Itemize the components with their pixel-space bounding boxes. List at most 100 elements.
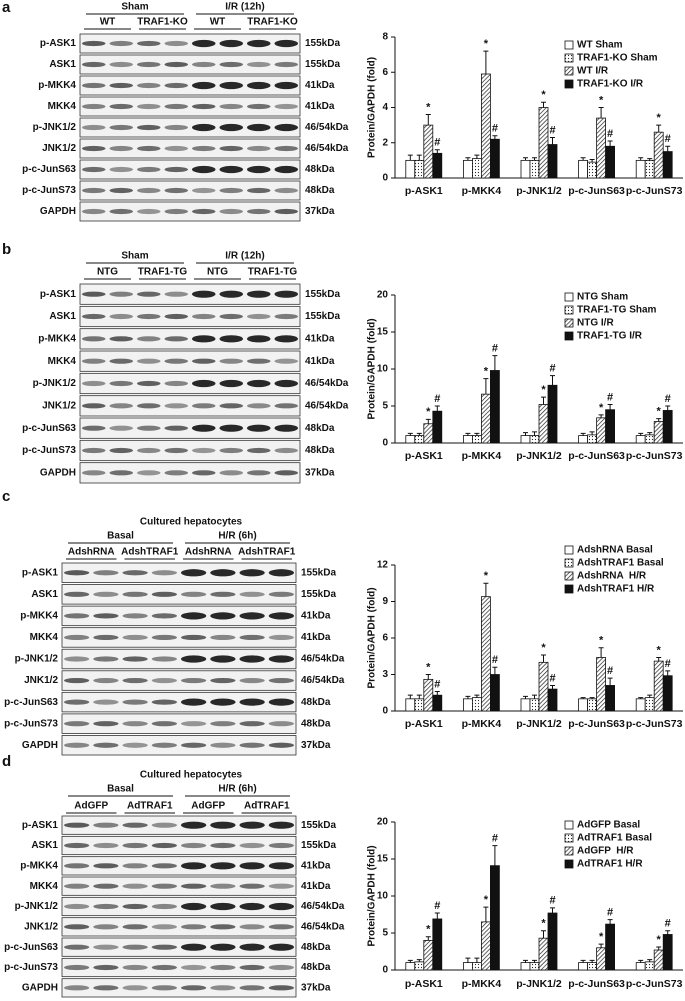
blot-band	[164, 208, 188, 215]
y-tick-label: 5	[382, 401, 388, 412]
size-label: 48kDa	[305, 185, 335, 196]
blot-band	[109, 447, 133, 454]
blot-band	[192, 447, 216, 454]
blot-band	[164, 40, 188, 47]
bar	[462, 159, 473, 179]
blot-band	[164, 291, 188, 297]
blot-band	[268, 924, 294, 930]
lane-label: NTG	[97, 267, 118, 278]
error-bar	[598, 414, 604, 418]
blot-band	[64, 634, 90, 641]
size-label: 48kDa	[305, 423, 335, 434]
blot-band	[247, 39, 271, 48]
blot-band	[219, 403, 243, 409]
blot-strip	[79, 54, 301, 75]
size-label: 155kDa	[301, 567, 336, 578]
legend-swatch	[564, 545, 574, 555]
blot-band	[192, 187, 216, 194]
significance-marker: #	[492, 343, 498, 355]
blot-strip	[79, 439, 301, 462]
bar	[462, 435, 473, 444]
error-bar	[541, 396, 546, 405]
blot-band	[274, 103, 298, 110]
group-label: I/R (12h)	[225, 2, 264, 13]
protein-label: p-JNK1/2	[15, 901, 59, 912]
bar	[480, 73, 491, 179]
blot-band	[274, 290, 298, 298]
blot-band	[268, 655, 294, 663]
blot-band	[268, 862, 294, 870]
bar	[538, 661, 549, 712]
blot-band	[219, 447, 243, 454]
error-bar	[465, 432, 471, 436]
error-bar	[492, 845, 498, 866]
error-bar	[492, 355, 498, 371]
blot-strip	[61, 896, 297, 917]
blot-band	[122, 964, 148, 971]
bar	[432, 410, 443, 444]
blot-band	[219, 103, 243, 110]
bar	[520, 962, 531, 971]
blot-band	[93, 883, 119, 889]
blot-band	[274, 123, 298, 132]
size-label: 155kDa	[305, 289, 340, 300]
blot-band	[210, 902, 236, 911]
blot-band	[210, 677, 236, 684]
error-bar	[425, 674, 431, 680]
error-bar	[638, 432, 644, 436]
error-bar	[656, 124, 662, 133]
blot-band	[210, 883, 236, 889]
blot-strip	[61, 835, 297, 856]
y-axis-label: Protein/GAPDH (fold)	[367, 587, 378, 688]
blot-band	[82, 336, 106, 342]
error-bar	[483, 906, 489, 922]
blot-band	[151, 591, 177, 597]
blot-band	[64, 903, 90, 910]
blot-band	[192, 165, 216, 174]
significance-marker: #	[434, 678, 440, 690]
blot-band	[93, 699, 119, 705]
error-bar	[416, 694, 422, 699]
blot-strip	[79, 417, 301, 439]
blot-band	[164, 336, 188, 342]
protein-label: JNK1/2	[24, 921, 58, 932]
y-tick-label: 4	[382, 102, 388, 113]
blot-band	[151, 742, 177, 748]
bar	[596, 657, 606, 712]
error-bar	[665, 930, 671, 935]
bar	[662, 934, 673, 971]
blot-band	[192, 290, 216, 298]
blot-band	[274, 187, 298, 194]
significance-marker: *	[426, 101, 431, 113]
blot-band	[268, 742, 294, 748]
blot-band	[122, 883, 148, 889]
significance-marker: #	[607, 907, 613, 919]
legend-label: AdTRAF1 Basal	[577, 833, 652, 844]
bar	[520, 435, 531, 444]
blot-strip	[61, 876, 297, 896]
blot-strip	[79, 328, 301, 350]
blot-band	[93, 903, 119, 910]
blot-band	[122, 656, 148, 662]
blot-band	[268, 821, 294, 829]
blot-band	[82, 166, 106, 173]
blot-band	[93, 721, 119, 727]
significance-marker: *	[657, 934, 662, 946]
y-tick-label: 10	[377, 364, 389, 375]
blot-band	[82, 103, 106, 110]
error-bar	[550, 684, 555, 690]
y-axis-label: Protein/GAPDH (fold)	[367, 845, 378, 946]
blot-strip	[61, 713, 297, 734]
error-bar	[416, 154, 422, 161]
size-label: 46/54kDa	[305, 143, 349, 154]
bar	[520, 159, 531, 179]
lane-label: AdTRAF1	[244, 801, 290, 812]
blot-band	[122, 634, 148, 641]
bar	[635, 962, 646, 971]
blot-band	[151, 634, 177, 641]
blot-band	[219, 123, 243, 132]
bar	[414, 159, 425, 179]
bar	[414, 961, 425, 971]
blot-band	[219, 313, 243, 320]
protein-label: p-ASK1	[40, 38, 77, 49]
